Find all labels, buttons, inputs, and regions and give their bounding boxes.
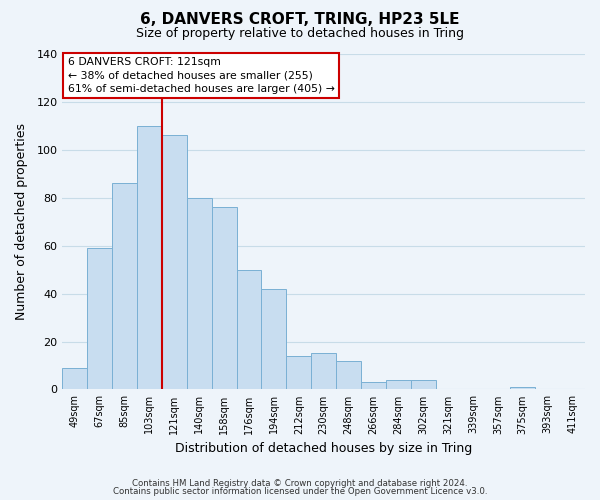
Bar bbox=[286, 356, 311, 390]
Bar bbox=[112, 184, 137, 390]
Bar bbox=[87, 248, 112, 390]
Bar bbox=[262, 289, 286, 390]
X-axis label: Distribution of detached houses by size in Tring: Distribution of detached houses by size … bbox=[175, 442, 472, 455]
Text: 6, DANVERS CROFT, TRING, HP23 5LE: 6, DANVERS CROFT, TRING, HP23 5LE bbox=[140, 12, 460, 28]
Text: Contains public sector information licensed under the Open Government Licence v3: Contains public sector information licen… bbox=[113, 487, 487, 496]
Bar bbox=[511, 387, 535, 390]
Text: Contains HM Land Registry data © Crown copyright and database right 2024.: Contains HM Land Registry data © Crown c… bbox=[132, 478, 468, 488]
Bar bbox=[311, 354, 336, 390]
Text: Size of property relative to detached houses in Tring: Size of property relative to detached ho… bbox=[136, 28, 464, 40]
Y-axis label: Number of detached properties: Number of detached properties bbox=[15, 123, 28, 320]
Text: 6 DANVERS CROFT: 121sqm
← 38% of detached houses are smaller (255)
61% of semi-d: 6 DANVERS CROFT: 121sqm ← 38% of detache… bbox=[68, 58, 334, 94]
Bar bbox=[187, 198, 212, 390]
Bar bbox=[361, 382, 386, 390]
Bar bbox=[162, 136, 187, 390]
Bar bbox=[236, 270, 262, 390]
Bar bbox=[212, 208, 236, 390]
Bar bbox=[62, 368, 87, 390]
Bar bbox=[336, 360, 361, 390]
Bar bbox=[411, 380, 436, 390]
Bar bbox=[386, 380, 411, 390]
Bar bbox=[137, 126, 162, 390]
